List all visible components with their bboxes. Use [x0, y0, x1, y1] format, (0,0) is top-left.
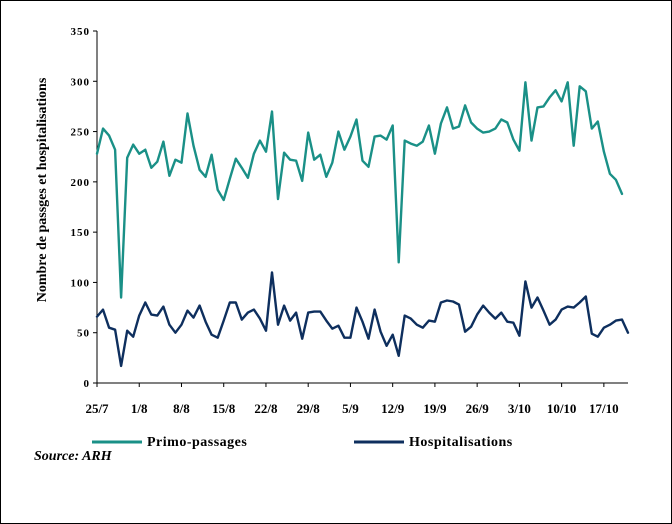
y-tick-label: 200: [71, 177, 91, 189]
x-tick-label: 17/10: [589, 401, 619, 416]
series-line-hospitalisations: [95, 271, 630, 368]
x-tick-label: 8/8: [173, 401, 190, 416]
chart-axes: 0 50 100 150 200 250 300 350 25/7 1/8 8/8 15/8 22/8 2…: [71, 26, 628, 416]
x-tick-label: 19/9: [423, 401, 447, 416]
x-tick-label: 12/9: [381, 401, 405, 416]
x-tick-label: 5/9: [342, 401, 359, 416]
x-tick-label: 26/9: [466, 401, 490, 416]
y-tick-label: 100: [71, 277, 91, 289]
x-tick-label: 25/7: [85, 401, 109, 416]
y-axis-label: Nombre de passges et hospitalisations: [35, 77, 50, 302]
source-note: Source: ARH: [34, 449, 113, 464]
x-tick-label: 22/8: [254, 401, 278, 416]
x-tick-label: 29/8: [297, 401, 321, 416]
y-tick-label: 150: [71, 227, 91, 239]
x-tick-label: 3/10: [508, 401, 531, 416]
chart-series: [95, 81, 630, 368]
legend-label-primo: Primo-passages: [147, 435, 247, 450]
y-tick-label: 50: [77, 328, 90, 340]
y-tick-label: 300: [71, 76, 91, 88]
legend-label-hosp: Hospitalisations: [409, 435, 513, 450]
y-tick-label: 0: [84, 378, 91, 390]
y-tick-label: 350: [71, 26, 91, 38]
y-tick-label: 250: [71, 127, 91, 139]
x-tick-label: 15/8: [212, 401, 236, 416]
x-tick-label: 10/10: [547, 401, 577, 416]
series-line-primo-passages: [95, 81, 624, 299]
x-tick-label: 1/8: [131, 401, 148, 416]
